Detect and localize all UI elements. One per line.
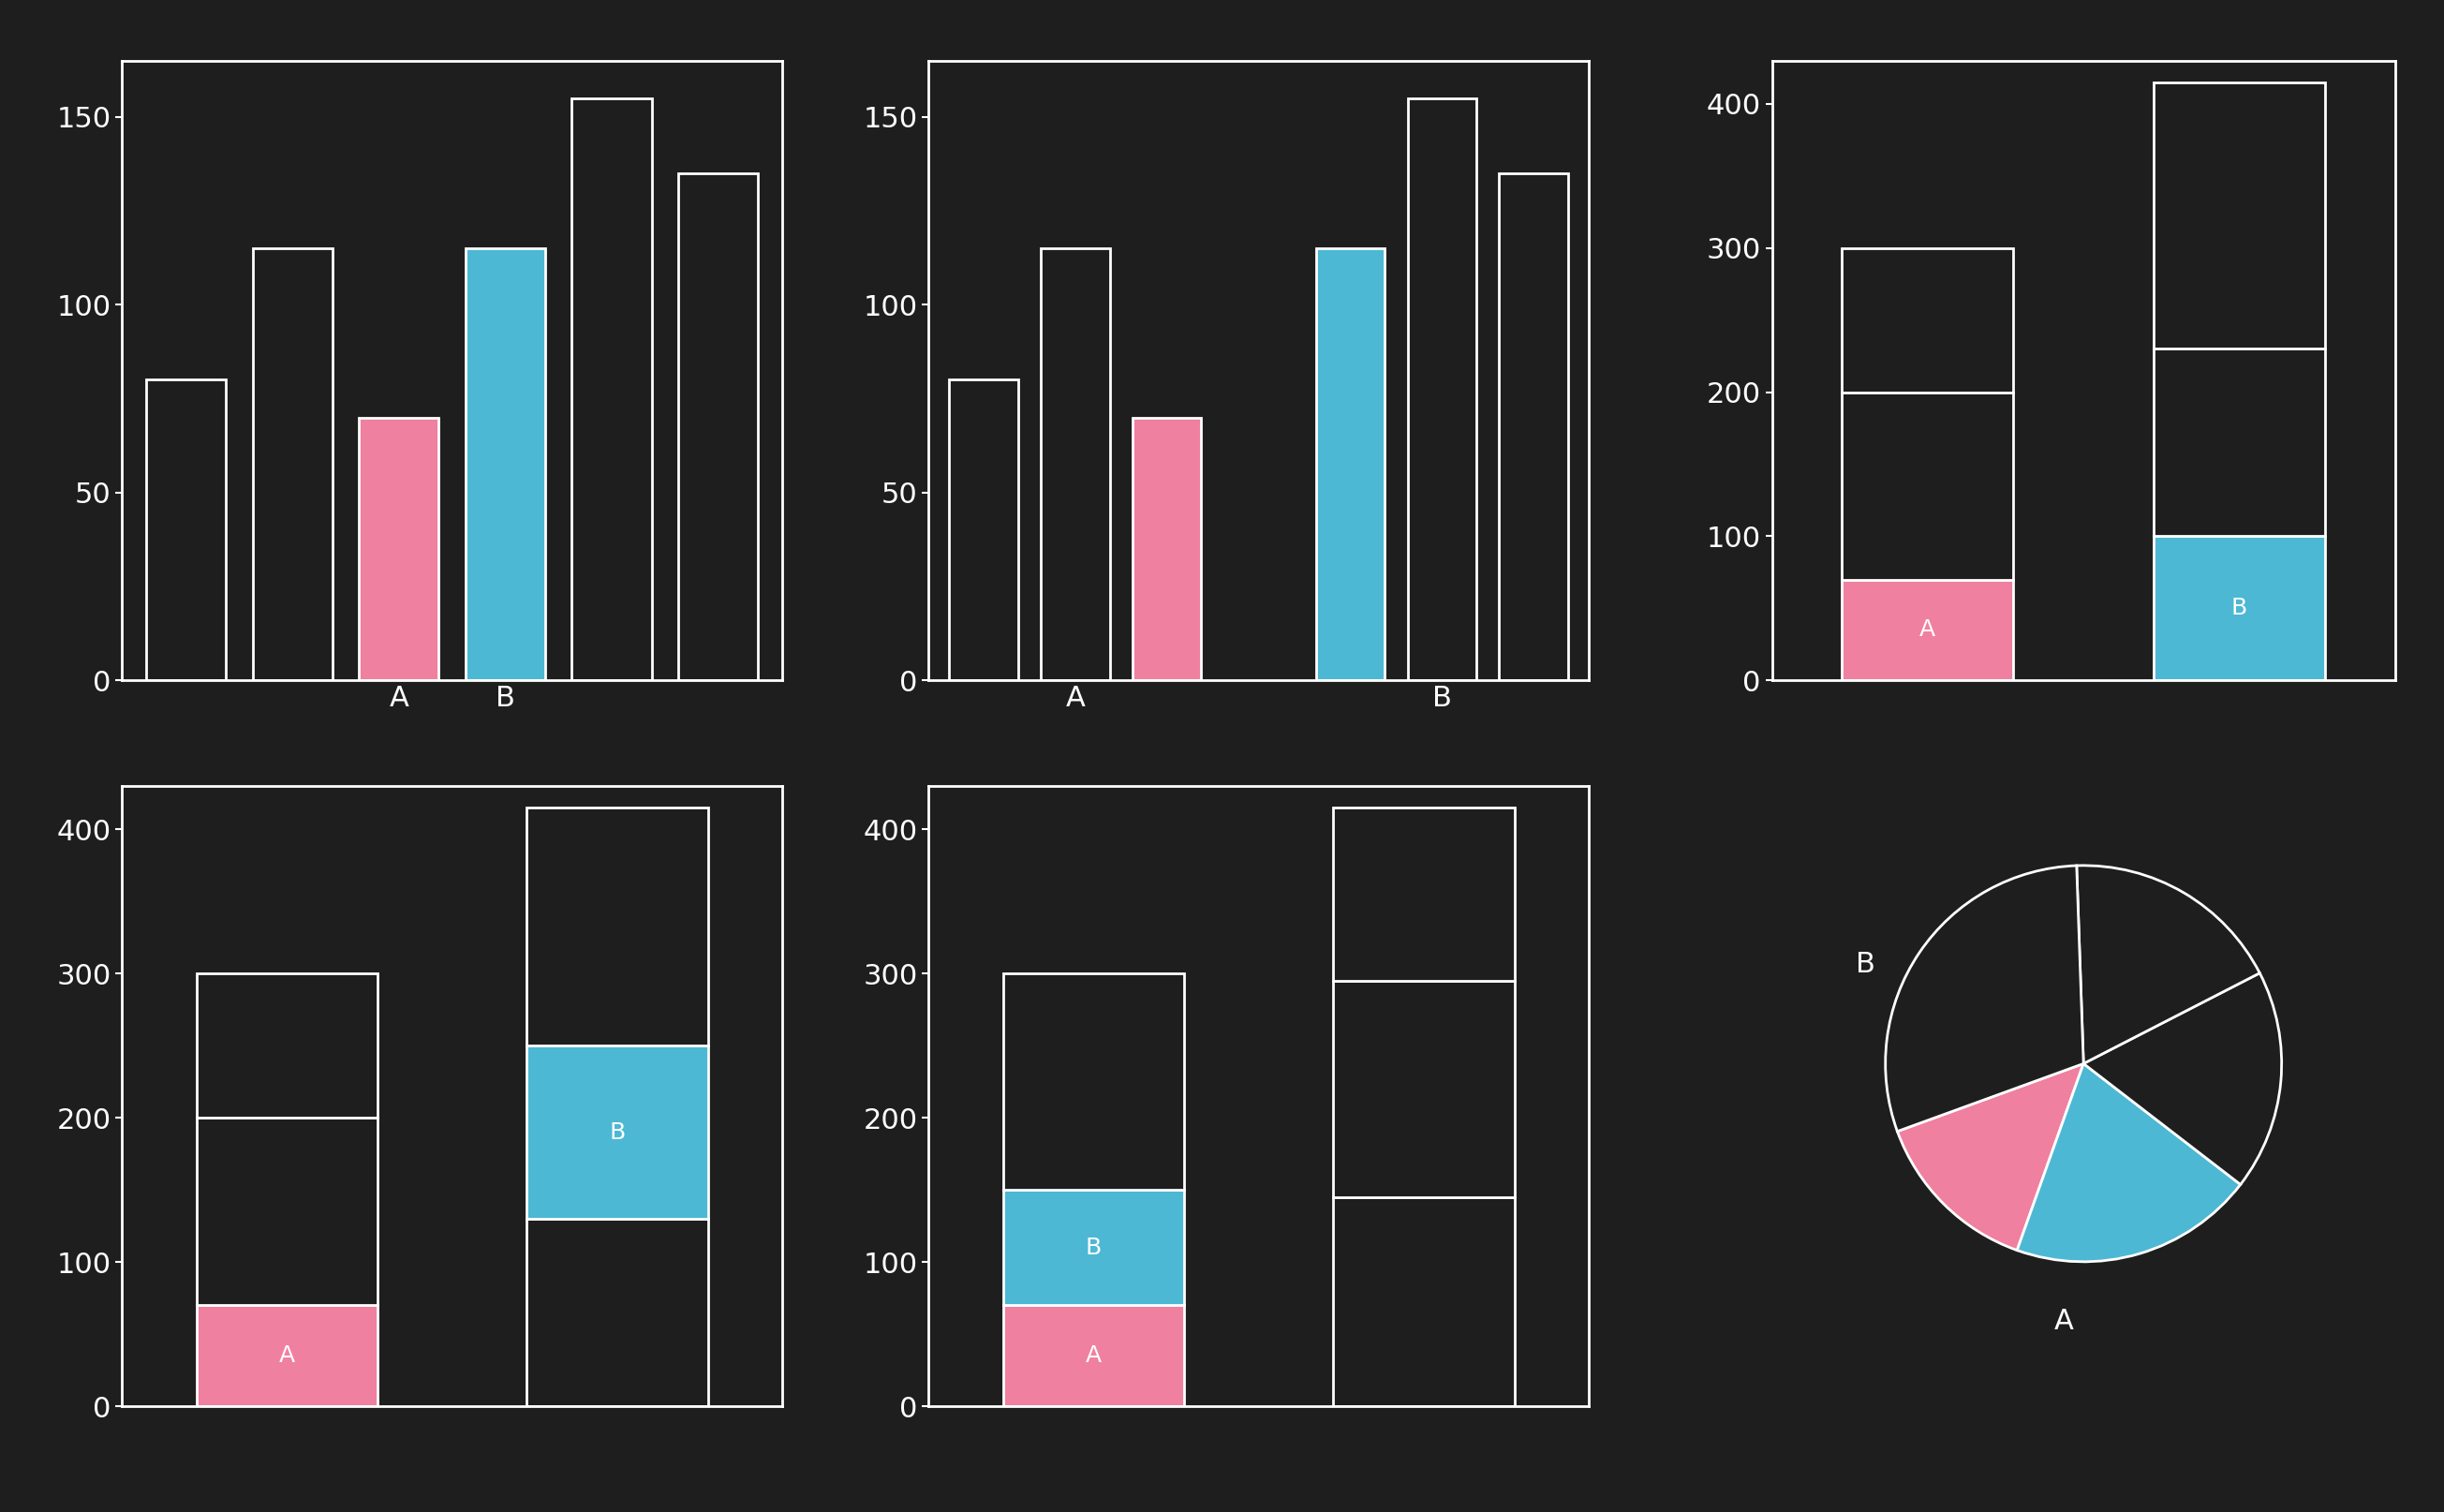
Text: B: B bbox=[1855, 951, 1875, 978]
Bar bbox=[252, 248, 332, 680]
Bar bbox=[1408, 98, 1476, 680]
Bar bbox=[525, 1219, 709, 1406]
Bar bbox=[2153, 537, 2324, 680]
Bar bbox=[1332, 981, 1515, 1198]
Bar bbox=[1002, 1190, 1185, 1305]
Bar bbox=[2153, 82, 2324, 349]
Bar bbox=[196, 1117, 379, 1305]
Text: B: B bbox=[2231, 597, 2248, 620]
Wedge shape bbox=[2085, 974, 2283, 1184]
Bar bbox=[948, 380, 1019, 680]
Bar bbox=[1002, 974, 1185, 1190]
Bar bbox=[1498, 174, 1569, 680]
Text: A: A bbox=[1919, 618, 1936, 641]
Wedge shape bbox=[1884, 865, 2085, 1131]
Bar bbox=[679, 174, 758, 680]
Bar bbox=[1843, 392, 2014, 579]
Bar bbox=[2153, 349, 2324, 537]
Bar bbox=[572, 98, 653, 680]
Bar bbox=[1002, 1305, 1185, 1406]
Bar bbox=[1843, 579, 2014, 680]
Bar bbox=[196, 974, 379, 1117]
Bar bbox=[525, 1046, 709, 1219]
Bar bbox=[196, 1305, 379, 1406]
Wedge shape bbox=[1897, 1063, 2085, 1250]
Wedge shape bbox=[2016, 1063, 2241, 1261]
Text: A: A bbox=[2053, 1308, 2073, 1335]
Bar bbox=[464, 248, 545, 680]
Bar bbox=[1041, 248, 1110, 680]
Bar bbox=[1315, 248, 1386, 680]
Text: B: B bbox=[609, 1120, 626, 1143]
Text: A: A bbox=[279, 1344, 296, 1367]
Wedge shape bbox=[2077, 865, 2261, 1063]
Bar bbox=[1332, 1198, 1515, 1406]
Text: B: B bbox=[1085, 1237, 1102, 1259]
Bar bbox=[147, 380, 225, 680]
Text: A: A bbox=[1085, 1344, 1102, 1367]
Bar bbox=[1843, 248, 2014, 392]
Bar bbox=[525, 807, 709, 1046]
Bar bbox=[1332, 807, 1515, 981]
Bar bbox=[1132, 417, 1202, 680]
Bar bbox=[359, 417, 440, 680]
